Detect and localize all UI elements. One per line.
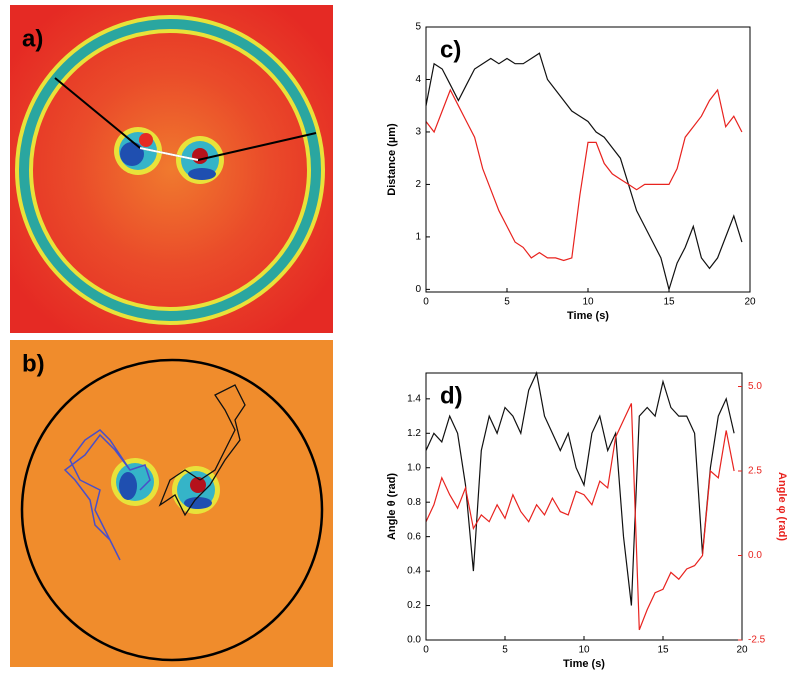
x-tick-label: 10 <box>582 297 594 308</box>
data-line <box>425 403 735 631</box>
y-tick-label: 0.2 <box>407 600 421 611</box>
data-line <box>425 52 743 292</box>
x-axis-title: Time (s) <box>563 658 605 670</box>
x-tick-label: 20 <box>736 645 748 656</box>
panel-label: a) <box>22 25 43 52</box>
y-axis-title: Distance (µm) <box>386 123 398 196</box>
y-tick-label: 3 <box>415 127 421 138</box>
y2-axis-title: Angle φ (rad) <box>776 472 788 541</box>
x-tick-label: 20 <box>744 297 756 308</box>
y-tick-label: 4 <box>415 74 421 85</box>
y-tick-label: 0 <box>415 284 421 295</box>
image-panel-b <box>10 340 333 667</box>
y2-tick-label: -2.5 <box>748 635 766 646</box>
plot-frame <box>425 26 751 293</box>
y-tick-label: 0.8 <box>407 497 421 508</box>
plot-frame <box>425 372 743 641</box>
panel-label: c) <box>440 36 461 63</box>
y-tick-label: 0.6 <box>407 531 421 542</box>
y-tick-label: 1 <box>415 232 421 243</box>
x-tick-label: 0 <box>423 645 429 656</box>
x-tick-label: 15 <box>663 297 675 308</box>
y-tick-label: 0.0 <box>407 635 421 646</box>
x-tick-label: 0 <box>423 297 429 308</box>
panel-label: b) <box>22 350 45 377</box>
x-tick-label: 15 <box>657 645 669 656</box>
x-tick-label: 5 <box>502 645 508 656</box>
x-tick-label: 5 <box>504 297 510 308</box>
y-axis-title: Angle θ (rad) <box>386 473 398 540</box>
y2-tick-label: 2.5 <box>748 466 762 477</box>
data-line <box>425 88 743 262</box>
y-tick-label: 1.0 <box>407 462 421 473</box>
data-line <box>425 371 735 606</box>
image-panel-a <box>10 5 333 333</box>
x-axis-title: Time (s) <box>567 310 609 322</box>
x-tick-label: 10 <box>578 645 590 656</box>
y-tick-label: 1.2 <box>407 428 421 439</box>
y-tick-label: 5 <box>415 22 421 33</box>
y-tick-label: 1.4 <box>407 393 421 404</box>
y-tick-label: 2 <box>415 179 421 190</box>
y2-tick-label: 5.0 <box>748 381 762 392</box>
y-tick-label: 0.4 <box>407 566 421 577</box>
panel-label: d) <box>440 382 463 409</box>
y2-tick-label: 0.0 <box>748 550 762 561</box>
